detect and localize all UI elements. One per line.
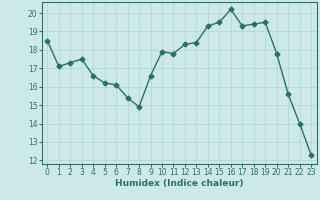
X-axis label: Humidex (Indice chaleur): Humidex (Indice chaleur) [115,179,244,188]
